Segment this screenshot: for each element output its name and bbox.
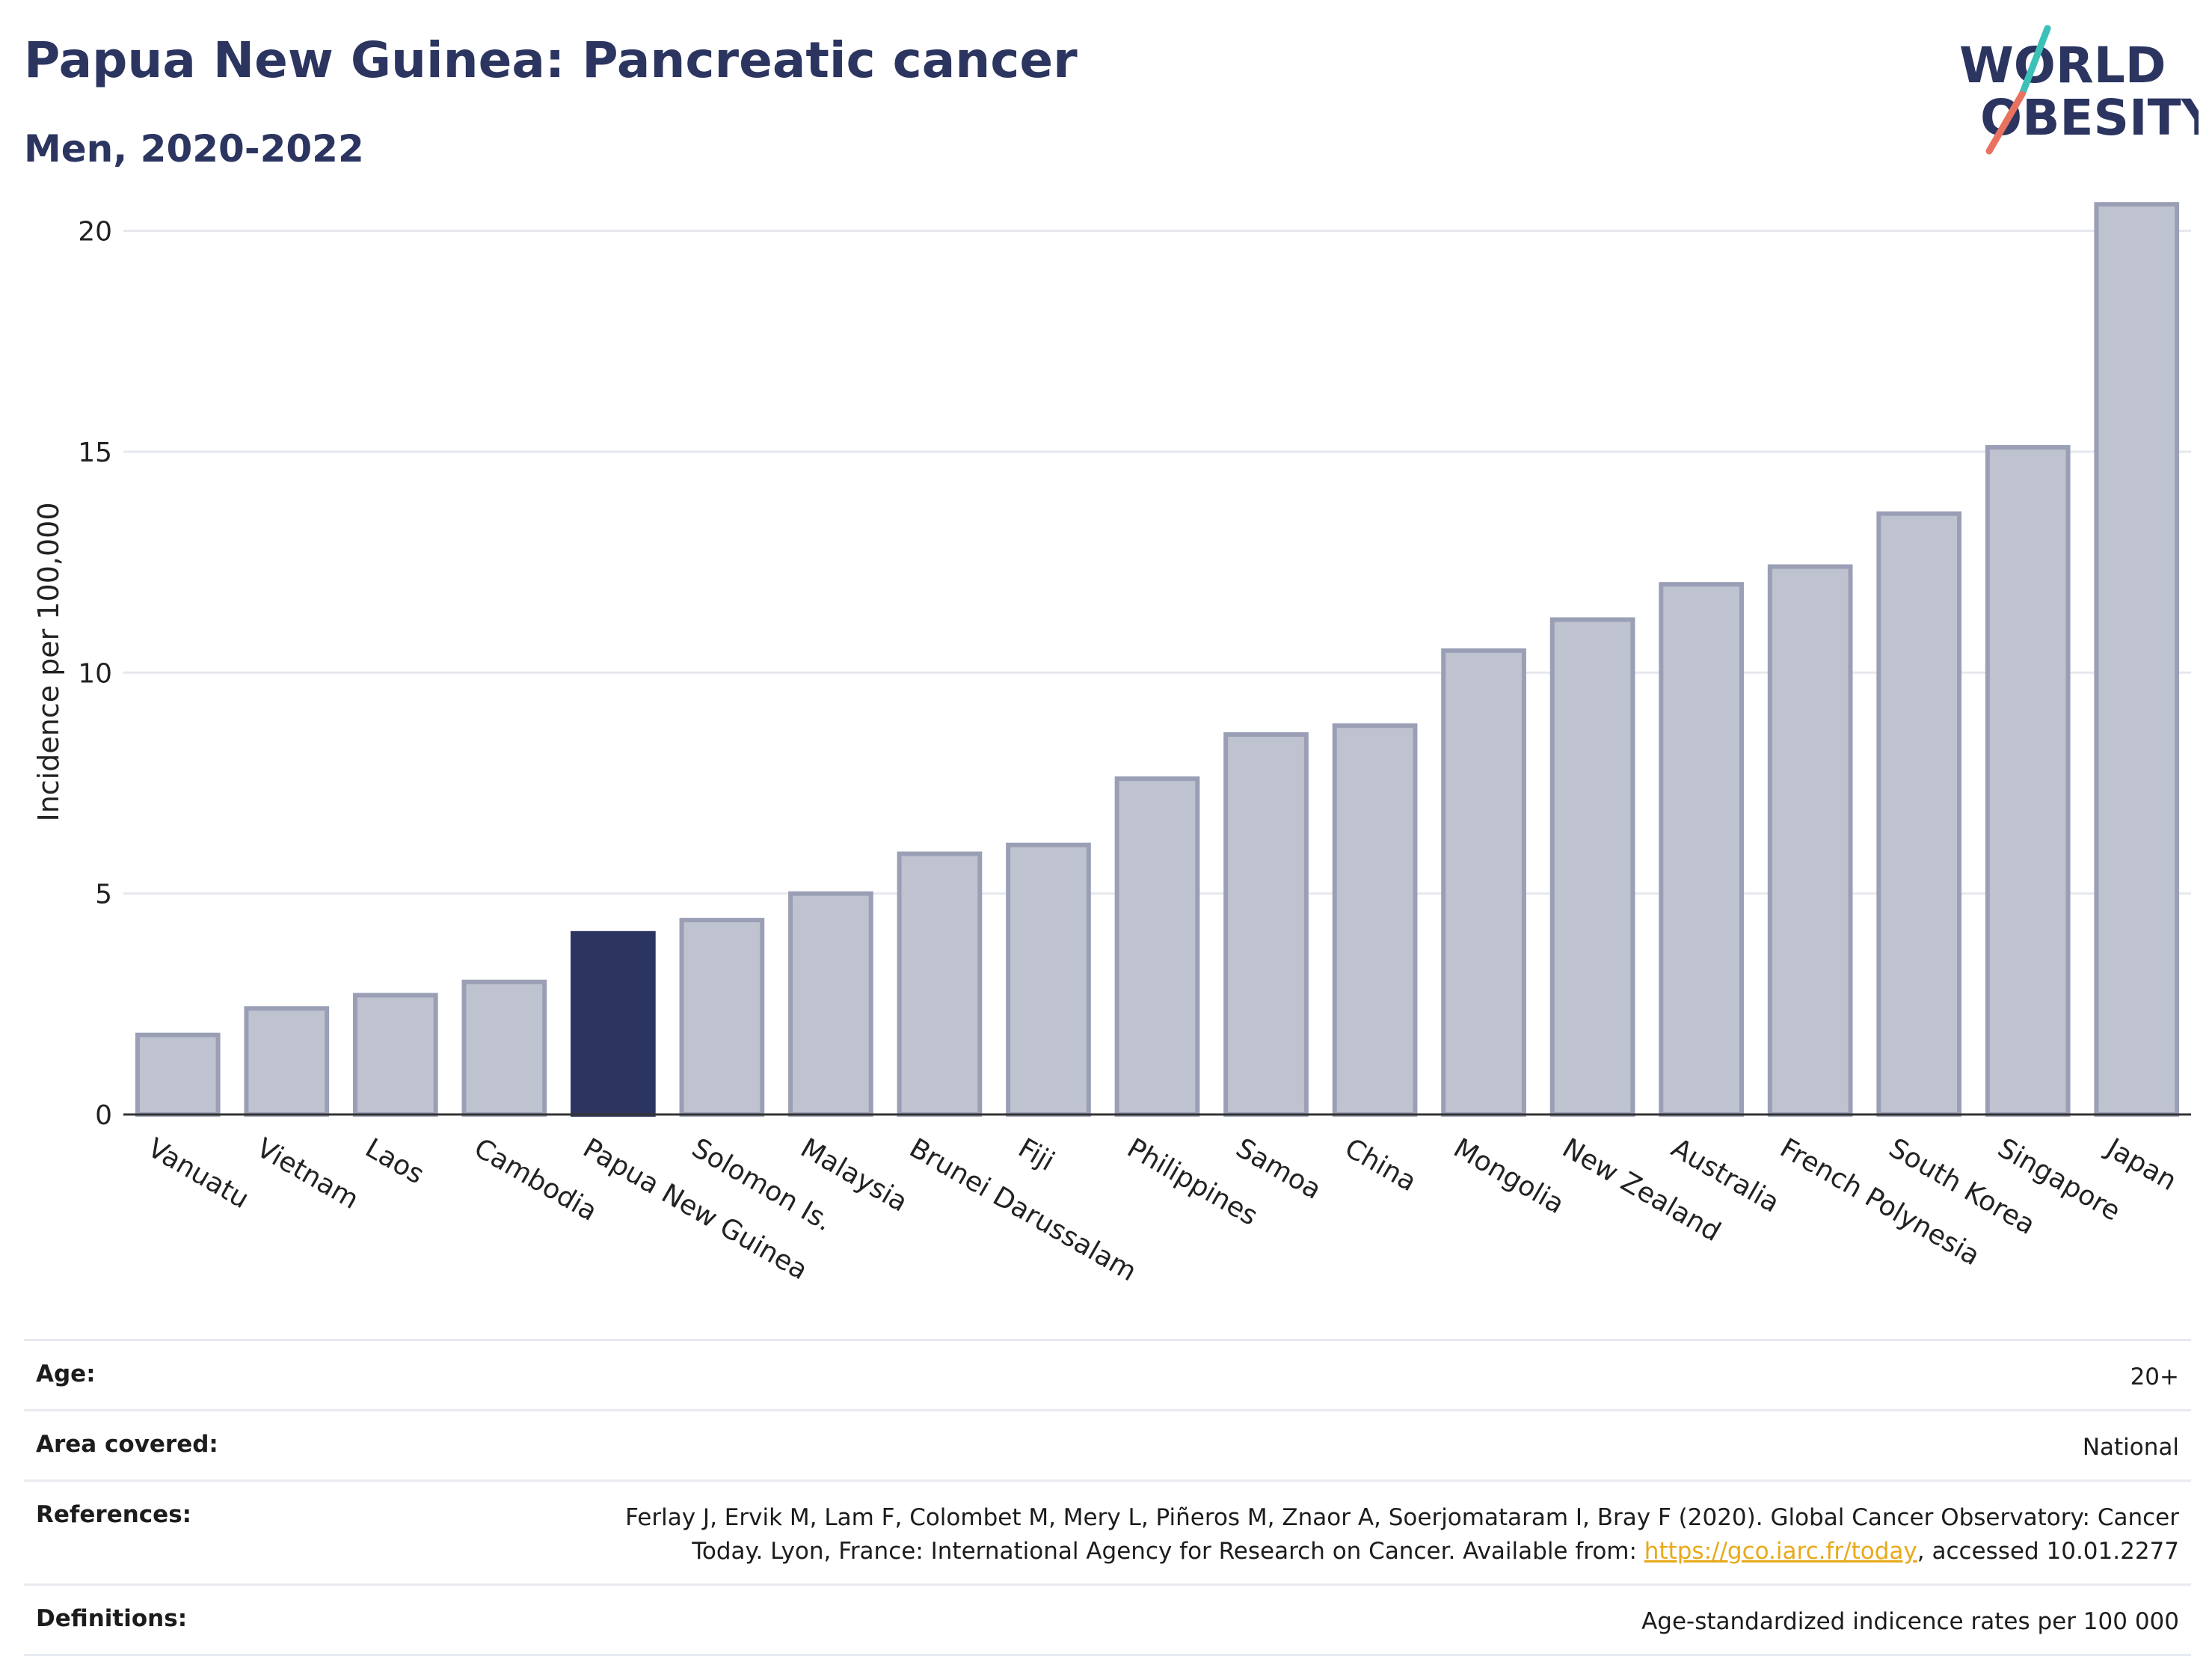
references-value: Ferlay J, Ervik M, Lam F, Colombet M, Me… xyxy=(571,1501,2179,1568)
x-tick-label: China xyxy=(1339,1132,1422,1197)
x-tick-label: Mongolia xyxy=(1448,1132,1570,1220)
bar-samoa xyxy=(1223,732,1309,1117)
references-text: Ferlay J, Ervik M, Lam F, Colombet M, Me… xyxy=(625,1503,2179,1565)
info-table: Age: 20+ Area covered: National Referenc… xyxy=(24,1339,2191,1656)
references-key: References: xyxy=(36,1500,192,1528)
definitions-value: Age-standardized indicence rates per 100… xyxy=(1641,1607,2179,1635)
bar-japan xyxy=(2094,202,2180,1117)
bar-french-polynesia xyxy=(1767,564,1853,1117)
info-row-definitions: Definitions: Age-standardized indicence … xyxy=(24,1583,2191,1656)
references-link[interactable]: https://gco.iarc.fr/today xyxy=(1644,1537,1917,1565)
x-tick-label: French Polynesia xyxy=(1775,1132,1985,1272)
y-axis-label: Incidence per 100,000 xyxy=(32,502,65,821)
bar-vanuatu xyxy=(135,1032,221,1117)
y-tick-label: 15 xyxy=(78,438,112,468)
references-accessed: , accessed 10.01.2277 xyxy=(1917,1537,2179,1565)
age-key: Age: xyxy=(36,1361,96,1387)
y-tick-label: 20 xyxy=(78,217,112,248)
bar-brunei-darussalam xyxy=(897,851,983,1117)
logo-slash-top xyxy=(2018,25,2051,98)
x-tick-label: Fiji xyxy=(1013,1132,1060,1177)
y-tick-label: 10 xyxy=(78,658,112,689)
bar-new-zealand xyxy=(1549,617,1635,1117)
definitions-key: Definitions: xyxy=(36,1604,188,1632)
x-tick-label: Vanuatu xyxy=(142,1132,254,1215)
bar-vietnam xyxy=(244,1006,330,1117)
age-value: 20+ xyxy=(2130,1364,2179,1390)
info-row-references: References: Ferlay J, Ervik M, Lam F, Co… xyxy=(24,1479,2191,1583)
bar-malaysia xyxy=(788,891,873,1117)
info-row-age: Age: 20+ xyxy=(24,1339,2191,1409)
bar-solomon-is xyxy=(679,918,765,1117)
y-tick-labels: 0 5 10 15 20 xyxy=(78,217,112,1131)
bar-philippines xyxy=(1114,776,1200,1117)
bar-mongolia xyxy=(1441,648,1526,1117)
y-tick-label: 0 xyxy=(95,1100,112,1131)
bar-china xyxy=(1332,723,1418,1117)
x-tick-label: Vietnam xyxy=(251,1132,363,1215)
bar-laos xyxy=(352,993,438,1117)
area-key: Area covered: xyxy=(36,1430,218,1458)
info-row-area: Area covered: National xyxy=(24,1408,2191,1479)
x-tick-label: Laos xyxy=(360,1132,429,1190)
bar-cambodia xyxy=(461,979,547,1117)
bar-papua-new-guinea xyxy=(571,930,656,1117)
bar-fiji xyxy=(1006,842,1091,1117)
page-title: Papua New Guinea: Pancreatic cancer xyxy=(24,31,1078,89)
logo-slash-bottom xyxy=(1985,91,2026,155)
page-subtitle: Men, 2020-2022 xyxy=(24,127,364,171)
y-tick-label: 5 xyxy=(95,880,112,910)
x-tick-label: Japan xyxy=(2100,1132,2181,1197)
bar-singapore xyxy=(1985,445,2071,1117)
world-obesity-logo: WORLD OBESITY xyxy=(1959,25,2199,155)
x-tick-label: Cambodia xyxy=(469,1132,602,1227)
bar-australia xyxy=(1659,582,1744,1117)
logo-text-world: WORLD xyxy=(1959,37,2166,94)
area-value: National xyxy=(2082,1433,2179,1461)
bar-south-korea xyxy=(1876,511,1962,1117)
bars xyxy=(123,202,2191,1117)
